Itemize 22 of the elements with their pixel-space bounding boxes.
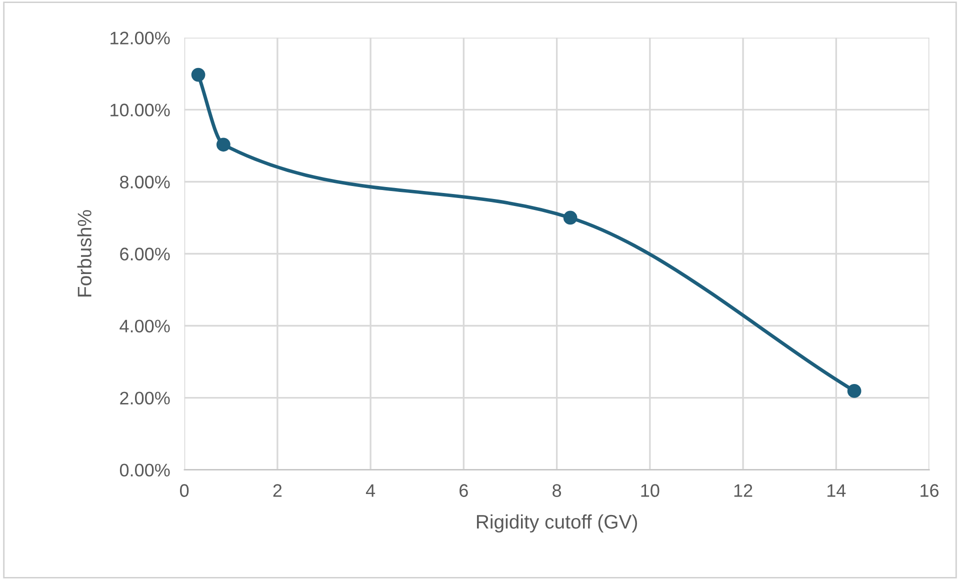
- y-tick-label: 4.00%: [120, 320, 170, 332]
- y-tick-label: 0.00%: [120, 464, 170, 477]
- point: [216, 138, 230, 152]
- y-axis-title: Forbush%: [77, 210, 92, 296]
- x-tick-label: 6: [460, 484, 468, 497]
- x-tick-label: 14: [827, 484, 846, 497]
- y-tick-label: 10.00%: [110, 104, 170, 116]
- y-tick-label: 8.00%: [120, 176, 170, 188]
- x-tick-label: 10: [641, 484, 660, 497]
- x-axis-title: Rigidity cutoff (GV): [476, 514, 638, 533]
- x-tick-label: 8: [552, 484, 562, 497]
- point: [191, 68, 206, 82]
- x-tick-label: 4: [366, 484, 376, 497]
- y-tick-label: 12.00%: [110, 32, 170, 44]
- x-tick-label: 16: [920, 484, 939, 497]
- x-tick-label: 12: [734, 484, 752, 497]
- x-tick-label: 2: [273, 484, 282, 497]
- y-tick-label: 2.00%: [120, 392, 170, 405]
- x-tick-label: 0: [180, 484, 189, 497]
- point: [847, 384, 862, 398]
- y-tick-label: 6.00%: [120, 248, 170, 260]
- point: [563, 210, 578, 225]
